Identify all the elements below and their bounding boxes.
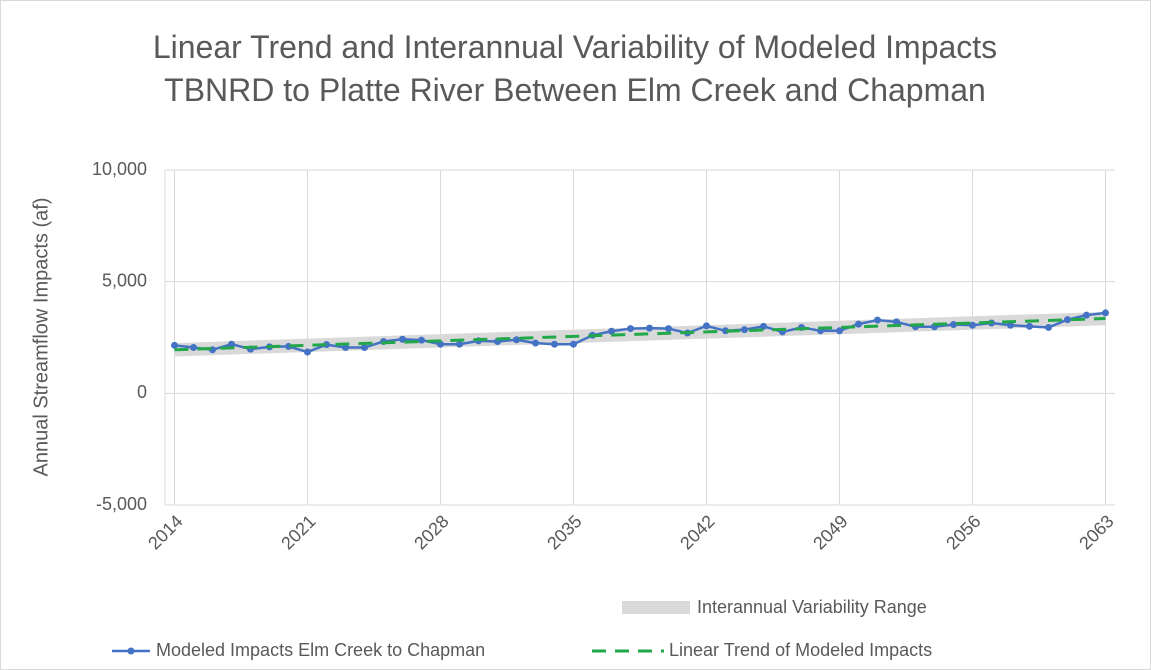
data-point (190, 344, 197, 352)
data-point (342, 344, 349, 352)
data-point (855, 320, 862, 328)
data-point (1064, 316, 1071, 324)
data-point (893, 318, 900, 326)
data-point (570, 340, 577, 348)
data-point (513, 336, 520, 344)
data-point (665, 325, 672, 333)
data-point (836, 327, 843, 335)
data-point (323, 341, 330, 349)
data-point (1045, 323, 1052, 331)
legend-label: Interannual Variability Range (697, 597, 927, 617)
y-tick-label: 0 (137, 382, 147, 402)
data-point (551, 340, 558, 348)
data-point (1083, 311, 1090, 319)
data-point (1007, 321, 1014, 329)
data-point (171, 341, 178, 349)
data-point (950, 321, 957, 329)
y-tick-label: -5,000 (96, 494, 147, 514)
data-point (532, 339, 539, 347)
data-point (874, 316, 881, 324)
legend-label: Linear Trend of Modeled Impacts (669, 640, 932, 660)
legend-swatch (127, 647, 135, 655)
data-point (399, 335, 406, 343)
legend-label: Modeled Impacts Elm Creek to Chapman (156, 640, 485, 660)
data-point (228, 340, 235, 348)
y-tick-label: 10,000 (92, 159, 147, 179)
data-point (760, 322, 767, 330)
data-point (418, 336, 425, 344)
y-axis-label: Annual Streamflow Impacts (af) (30, 198, 52, 477)
y-tick-label: 5,000 (102, 270, 147, 290)
legend-swatch (622, 601, 690, 614)
data-point (437, 340, 444, 348)
data-point (361, 344, 368, 352)
data-point (646, 324, 653, 332)
data-point (456, 340, 463, 348)
data-point (1026, 322, 1033, 330)
data-point (304, 348, 311, 356)
data-point (608, 327, 615, 335)
chart-title: Linear Trend and Interannual Variability… (152, 29, 998, 108)
data-point (627, 325, 634, 333)
data-point (969, 321, 976, 329)
data-point (703, 322, 710, 330)
data-point (1102, 309, 1109, 317)
data-point (741, 326, 748, 334)
trend-line (174, 317, 1106, 352)
